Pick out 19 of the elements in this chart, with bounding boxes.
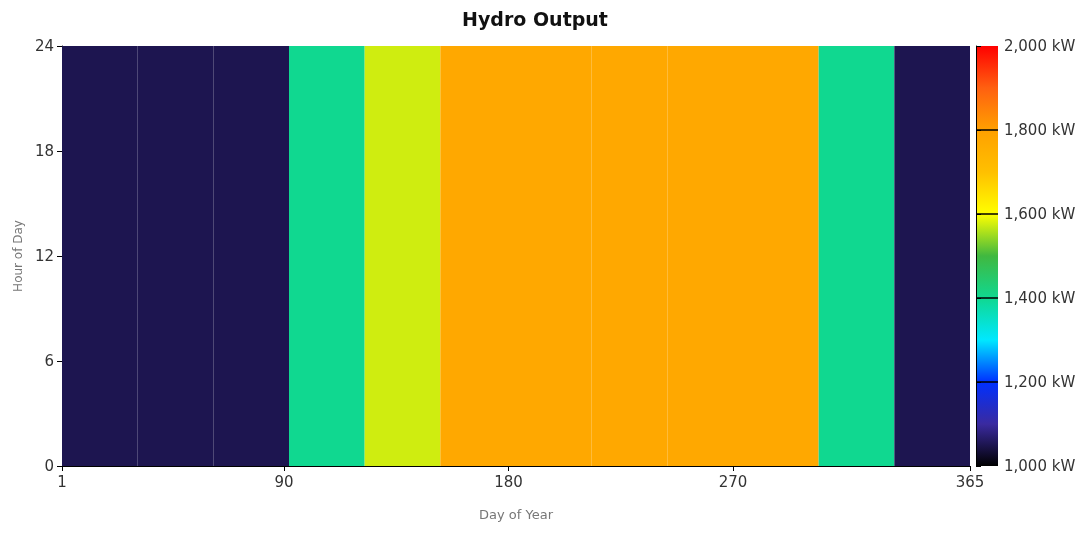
color-bar-label: 1,000 kW	[1004, 457, 1076, 475]
color-bar-label: 2,000 kW	[1004, 37, 1076, 55]
x-tick-label: 365	[955, 472, 985, 491]
y-axis-title: Hour of Day	[11, 220, 26, 292]
color-bar-label: 1,200 kW	[1004, 373, 1076, 391]
x-tick-label: 90	[274, 472, 294, 491]
color-bar-label: 1,800 kW	[1004, 121, 1076, 139]
color-bar-label: 1,400 kW	[1004, 289, 1076, 307]
x-tick-label: 270	[718, 472, 748, 491]
y-tick-label: 0	[44, 457, 54, 475]
y-tick-label: 6	[44, 352, 54, 370]
y-tick-label: 18	[34, 142, 54, 160]
color-bar-label: 1,600 kW	[1004, 205, 1076, 223]
chart-title: Hydro Output	[462, 7, 608, 30]
x-tick-label: 1	[57, 472, 67, 491]
x-axis-title: Day of Year	[479, 507, 554, 522]
y-tick-label: 24	[34, 37, 54, 55]
y-tick-label: 12	[34, 247, 54, 265]
x-tick-label: 180	[494, 472, 523, 491]
